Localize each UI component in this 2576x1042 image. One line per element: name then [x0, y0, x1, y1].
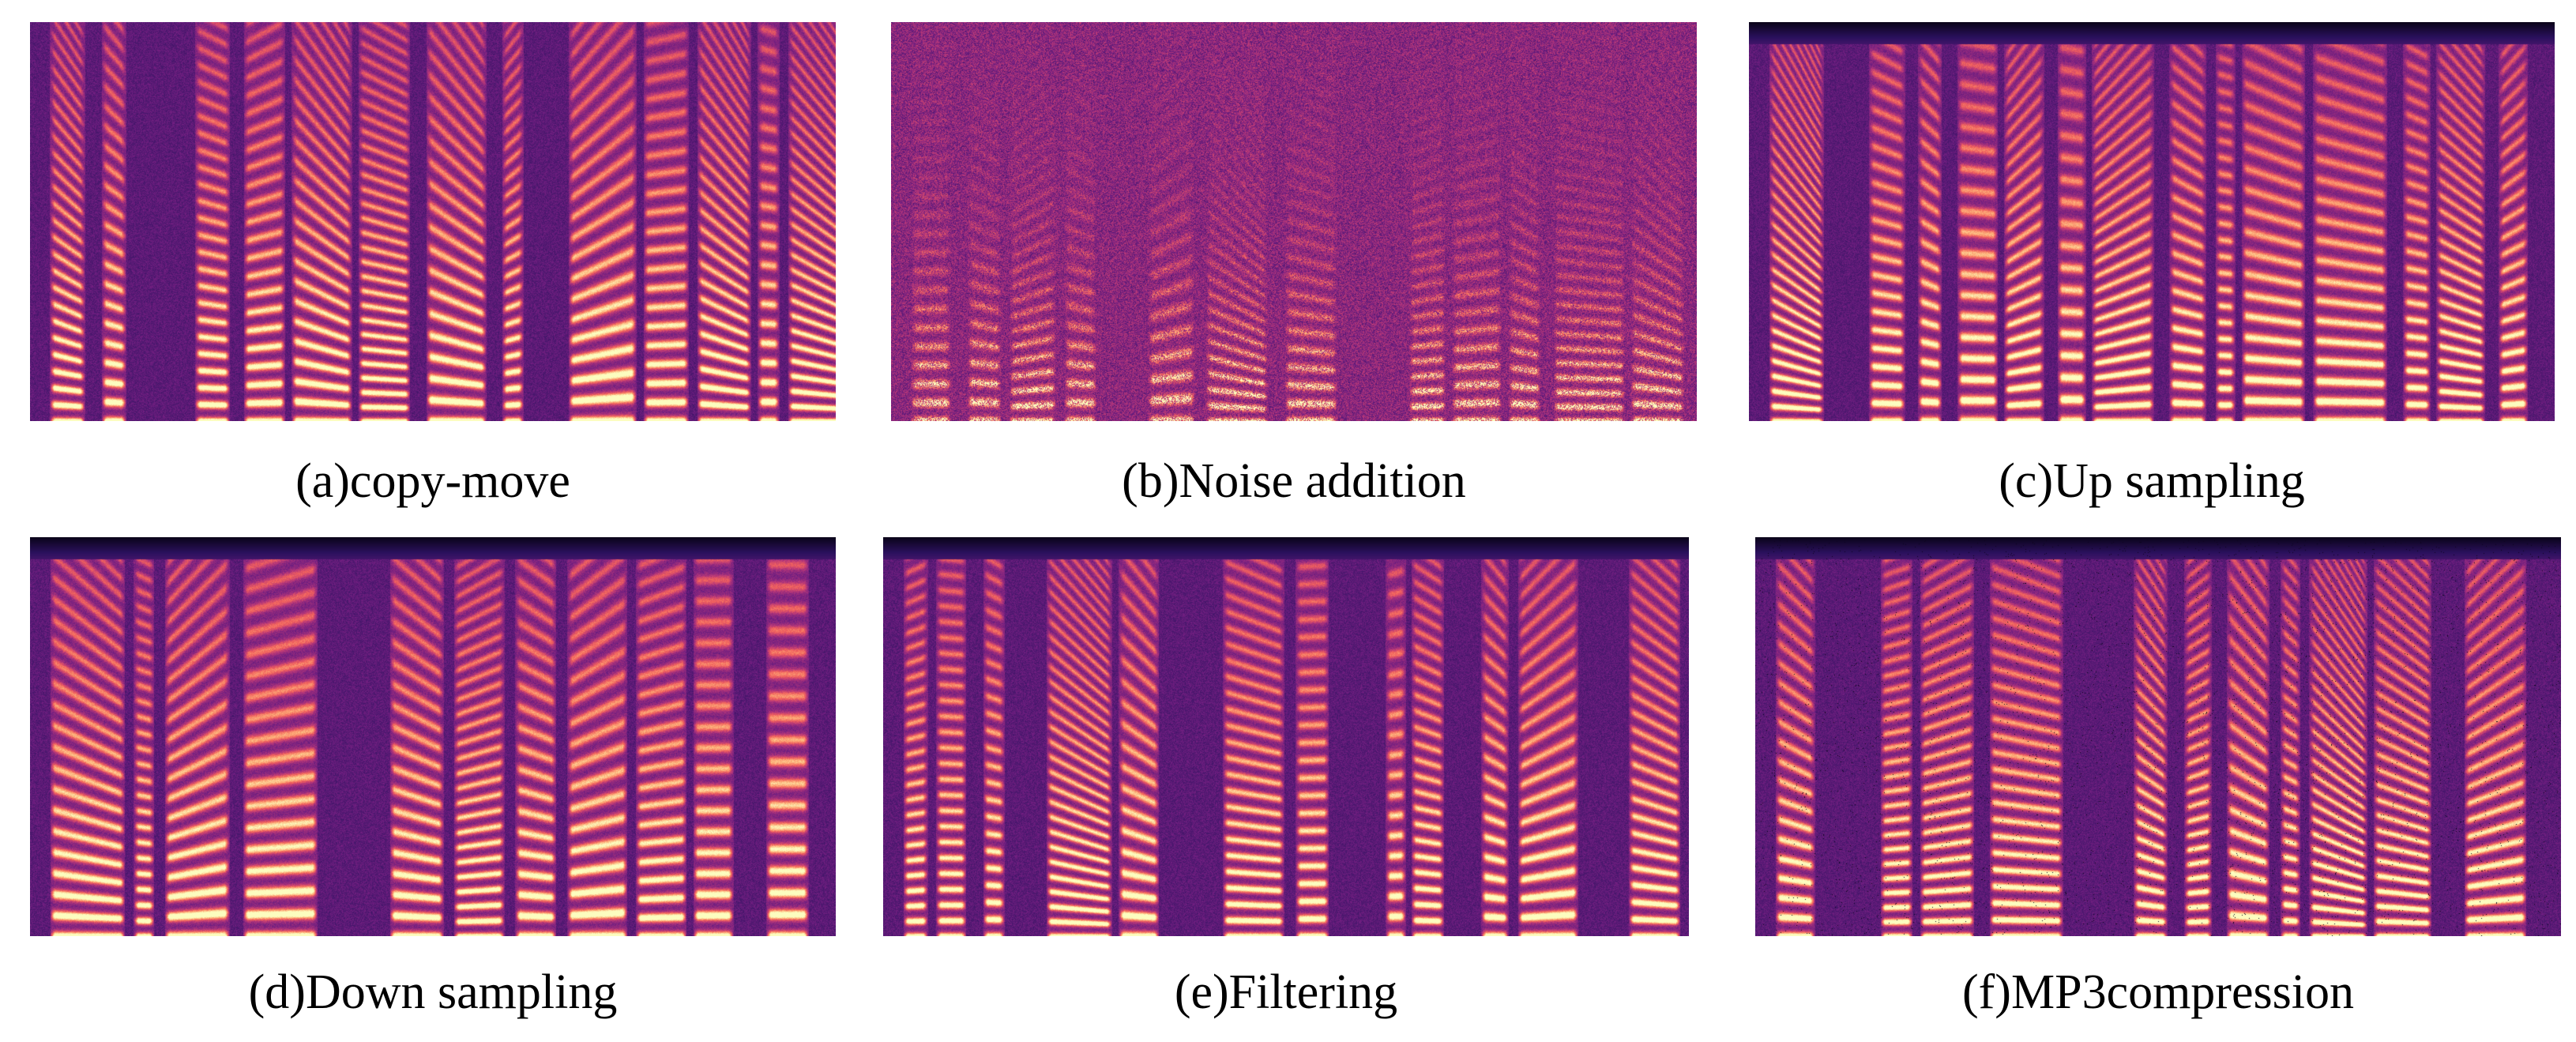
spectrogram-e — [883, 537, 1689, 936]
caption-e: (e)Filtering — [1174, 965, 1398, 1019]
spectrogram-c — [1749, 22, 2555, 421]
spectrogram-b — [891, 22, 1697, 421]
spectrogram-a — [30, 22, 836, 421]
caption-c: (c)Up sampling — [1999, 454, 2305, 508]
caption-b: (b)Noise addition — [1122, 454, 1466, 508]
caption-f: (f)MP3compression — [1962, 965, 2354, 1019]
caption-a: (a)copy-move — [295, 454, 570, 508]
spectrogram-f — [1755, 537, 2561, 936]
spectrogram-d — [30, 537, 836, 936]
caption-d: (d)Down sampling — [248, 965, 618, 1019]
